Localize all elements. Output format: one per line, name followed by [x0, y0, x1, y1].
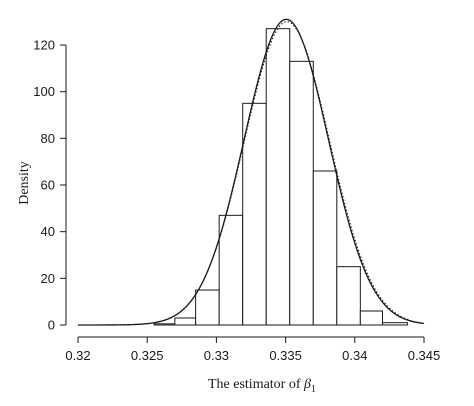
- x-tick-label-0.33: 0.33: [204, 348, 229, 363]
- y-tick-label-60: 60: [41, 178, 55, 193]
- histogram-bar-2: [174, 317, 197, 326]
- y-axis-title: Density: [17, 161, 32, 205]
- x-axis-title-text: The estimator of: [208, 377, 304, 392]
- histogram-bar-11: [381, 322, 408, 326]
- x-axis-title-subscript: 1: [311, 384, 316, 395]
- histogram-bar-1: [153, 323, 176, 326]
- x-axis-title: The estimator of β1: [208, 377, 316, 395]
- y-tick-label-40: 40: [41, 224, 55, 239]
- y-tick-label-0: 0: [48, 318, 55, 333]
- x-axis-title-symbol: β: [303, 377, 311, 392]
- histogram-bar-5: [242, 102, 267, 326]
- x-tick-label-0.335: 0.335: [269, 348, 302, 363]
- x-tick-label-0.32: 0.32: [65, 348, 90, 363]
- y-axis-ticks: 0 20 40 60 80 100 120: [33, 38, 66, 333]
- x-tick-label-0.34: 0.34: [342, 348, 367, 363]
- y-tick-label-100: 100: [33, 84, 55, 99]
- histogram-bar-7: [289, 60, 314, 326]
- histogram-bar-8: [312, 170, 338, 326]
- histogram-bar-10: [359, 310, 383, 326]
- y-tick-label-120: 120: [33, 38, 55, 53]
- histogram-bar-6: [265, 28, 291, 326]
- histogram-bar-3: [195, 289, 220, 326]
- x-tick-label-0.325: 0.325: [131, 348, 164, 363]
- histogram-bar-9: [336, 266, 361, 326]
- density-curve-solid: [78, 18, 425, 326]
- y-tick-label-20: 20: [41, 271, 55, 286]
- y-tick-label-80: 80: [41, 131, 55, 146]
- density-curve-dotted: [78, 21, 425, 326]
- density-curves: [78, 18, 425, 326]
- histogram-bars: [153, 28, 408, 326]
- histogram-bar-4: [218, 214, 244, 326]
- x-tick-label-0.345: 0.345: [408, 348, 441, 363]
- x-axis-ticks: 0.32 0.325 0.33 0.335 0.34 0.345: [65, 337, 440, 363]
